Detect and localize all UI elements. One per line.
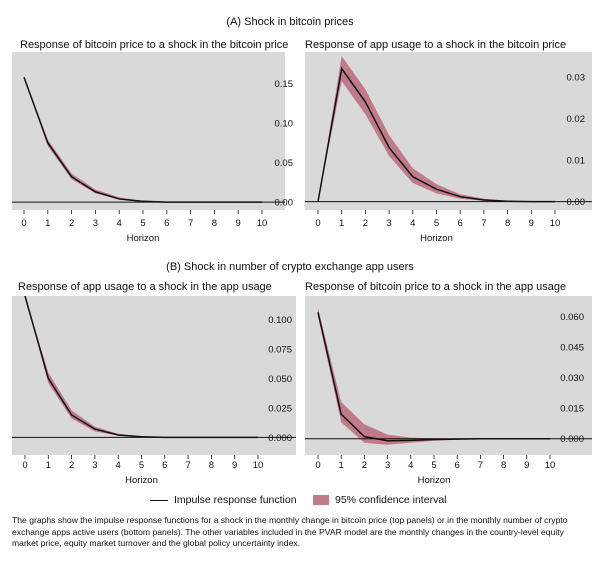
x-tick-label: 0 bbox=[22, 460, 27, 471]
impulse-response-line bbox=[23, 77, 262, 203]
x-tick-label: 5 bbox=[140, 218, 145, 229]
plot-area bbox=[12, 52, 285, 210]
y-tick-label: 0.03 bbox=[567, 72, 586, 83]
figure-note: The graphs show the impulse response fun… bbox=[12, 515, 568, 548]
x-tick-label: 3 bbox=[385, 460, 390, 471]
y-tick-label: 0.075 bbox=[268, 345, 292, 356]
y-tick-label: 0.000 bbox=[268, 433, 292, 444]
chart-panel-4: Response of bitcoin price to a shock in … bbox=[305, 281, 592, 486]
x-tick-label: 6 bbox=[164, 218, 169, 229]
section-a-heading: (A) Shock in bitcoin prices bbox=[226, 16, 354, 28]
impulse-response-line bbox=[24, 295, 258, 439]
panel-title: Response of app usage to a shock in the … bbox=[305, 39, 566, 51]
x-tick-label: 3 bbox=[93, 218, 98, 229]
x-tick-label: 8 bbox=[505, 218, 510, 229]
x-tick-label: 6 bbox=[162, 460, 167, 471]
chart-panel-2: Response of app usage to a shock in the … bbox=[305, 39, 592, 244]
x-tick-label: 2 bbox=[363, 218, 368, 229]
x-tick-label: 6 bbox=[455, 460, 460, 471]
x-tick-label: 7 bbox=[188, 218, 193, 229]
x-tick-label: 10 bbox=[550, 218, 561, 229]
legend-irf-label: Impulse response function bbox=[174, 494, 297, 506]
x-tick-label: 9 bbox=[236, 218, 241, 229]
y-tick-label: 0.050 bbox=[268, 374, 292, 385]
legend-item-irf: Impulse response function bbox=[150, 494, 297, 506]
y-tick-label: 0.10 bbox=[275, 119, 294, 130]
chart-panel-1: Response of bitcoin price to a shock in … bbox=[12, 39, 293, 244]
x-tick-label: 5 bbox=[434, 218, 439, 229]
x-tick-label: 4 bbox=[116, 460, 121, 471]
impulse-response-line bbox=[317, 66, 555, 203]
x-tick-label: 2 bbox=[69, 218, 74, 229]
x-tick-label: 2 bbox=[69, 460, 74, 471]
x-tick-label: 8 bbox=[501, 460, 506, 471]
x-tick-label: 4 bbox=[117, 218, 122, 229]
x-axis-label: Horizon bbox=[127, 233, 160, 244]
x-tick-label: 6 bbox=[458, 218, 463, 229]
chart-panel-3: Response of app usage to a shock in the … bbox=[12, 281, 296, 486]
y-tick-label: 0.00 bbox=[275, 198, 294, 209]
x-tick-label: 5 bbox=[431, 460, 436, 471]
panel-title: Response of app usage to a shock in the … bbox=[18, 281, 272, 293]
x-tick-label: 8 bbox=[209, 460, 214, 471]
y-tick-label: 0.015 bbox=[560, 404, 584, 415]
y-tick-label: 0.00 bbox=[567, 197, 586, 208]
x-tick-label: 9 bbox=[524, 460, 529, 471]
y-tick-label: 0.100 bbox=[268, 315, 292, 326]
x-tick-label: 1 bbox=[45, 218, 50, 229]
x-tick-label: 8 bbox=[212, 218, 217, 229]
section-b-heading: (B) Shock in number of crypto exchange a… bbox=[166, 261, 414, 273]
x-tick-label: 7 bbox=[478, 460, 483, 471]
x-tick-label: 0 bbox=[21, 218, 26, 229]
legend-line-swatch bbox=[150, 499, 168, 501]
x-tick-label: 1 bbox=[339, 218, 344, 229]
x-axis-label: Horizon bbox=[418, 475, 451, 486]
y-tick-label: 0.01 bbox=[567, 156, 586, 167]
y-tick-label: 0.030 bbox=[560, 373, 584, 384]
x-tick-label: 3 bbox=[92, 460, 97, 471]
x-tick-label: 0 bbox=[315, 460, 320, 471]
y-tick-label: 0.000 bbox=[560, 434, 584, 445]
x-tick-label: 1 bbox=[339, 460, 344, 471]
x-tick-label: 7 bbox=[185, 460, 190, 471]
y-tick-label: 0.02 bbox=[567, 114, 586, 125]
x-tick-label: 4 bbox=[408, 460, 413, 471]
x-tick-label: 2 bbox=[362, 460, 367, 471]
x-tick-label: 5 bbox=[139, 460, 144, 471]
x-tick-label: 10 bbox=[545, 460, 556, 471]
legend-ci-label: 95% confidence interval bbox=[335, 494, 447, 506]
x-tick-label: 3 bbox=[386, 218, 391, 229]
x-tick-label: 9 bbox=[529, 218, 534, 229]
y-tick-label: 0.025 bbox=[268, 403, 292, 414]
x-axis-label: Horizon bbox=[125, 475, 158, 486]
legend: Impulse response function 95% confidence… bbox=[0, 492, 600, 512]
x-axis-label: Horizon bbox=[420, 233, 453, 244]
legend-band-swatch bbox=[313, 495, 329, 505]
x-tick-label: 1 bbox=[46, 460, 51, 471]
y-tick-label: 0.05 bbox=[275, 158, 294, 169]
x-tick-label: 7 bbox=[481, 218, 486, 229]
x-tick-label: 4 bbox=[410, 218, 415, 229]
panel-title: Response of bitcoin price to a shock in … bbox=[305, 281, 566, 293]
legend-item-ci: 95% confidence interval bbox=[313, 494, 447, 506]
x-tick-label: 9 bbox=[232, 460, 237, 471]
y-tick-label: 0.15 bbox=[275, 79, 294, 90]
panel-title: Response of bitcoin price to a shock in … bbox=[20, 39, 288, 51]
y-tick-label: 0.045 bbox=[560, 342, 584, 353]
y-tick-label: 0.060 bbox=[560, 312, 584, 323]
impulse-response-line bbox=[317, 312, 550, 442]
x-tick-label: 10 bbox=[257, 218, 268, 229]
plot-area bbox=[305, 296, 592, 455]
plot-area bbox=[12, 296, 296, 455]
x-tick-label: 0 bbox=[315, 218, 320, 229]
x-tick-label: 10 bbox=[253, 460, 264, 471]
